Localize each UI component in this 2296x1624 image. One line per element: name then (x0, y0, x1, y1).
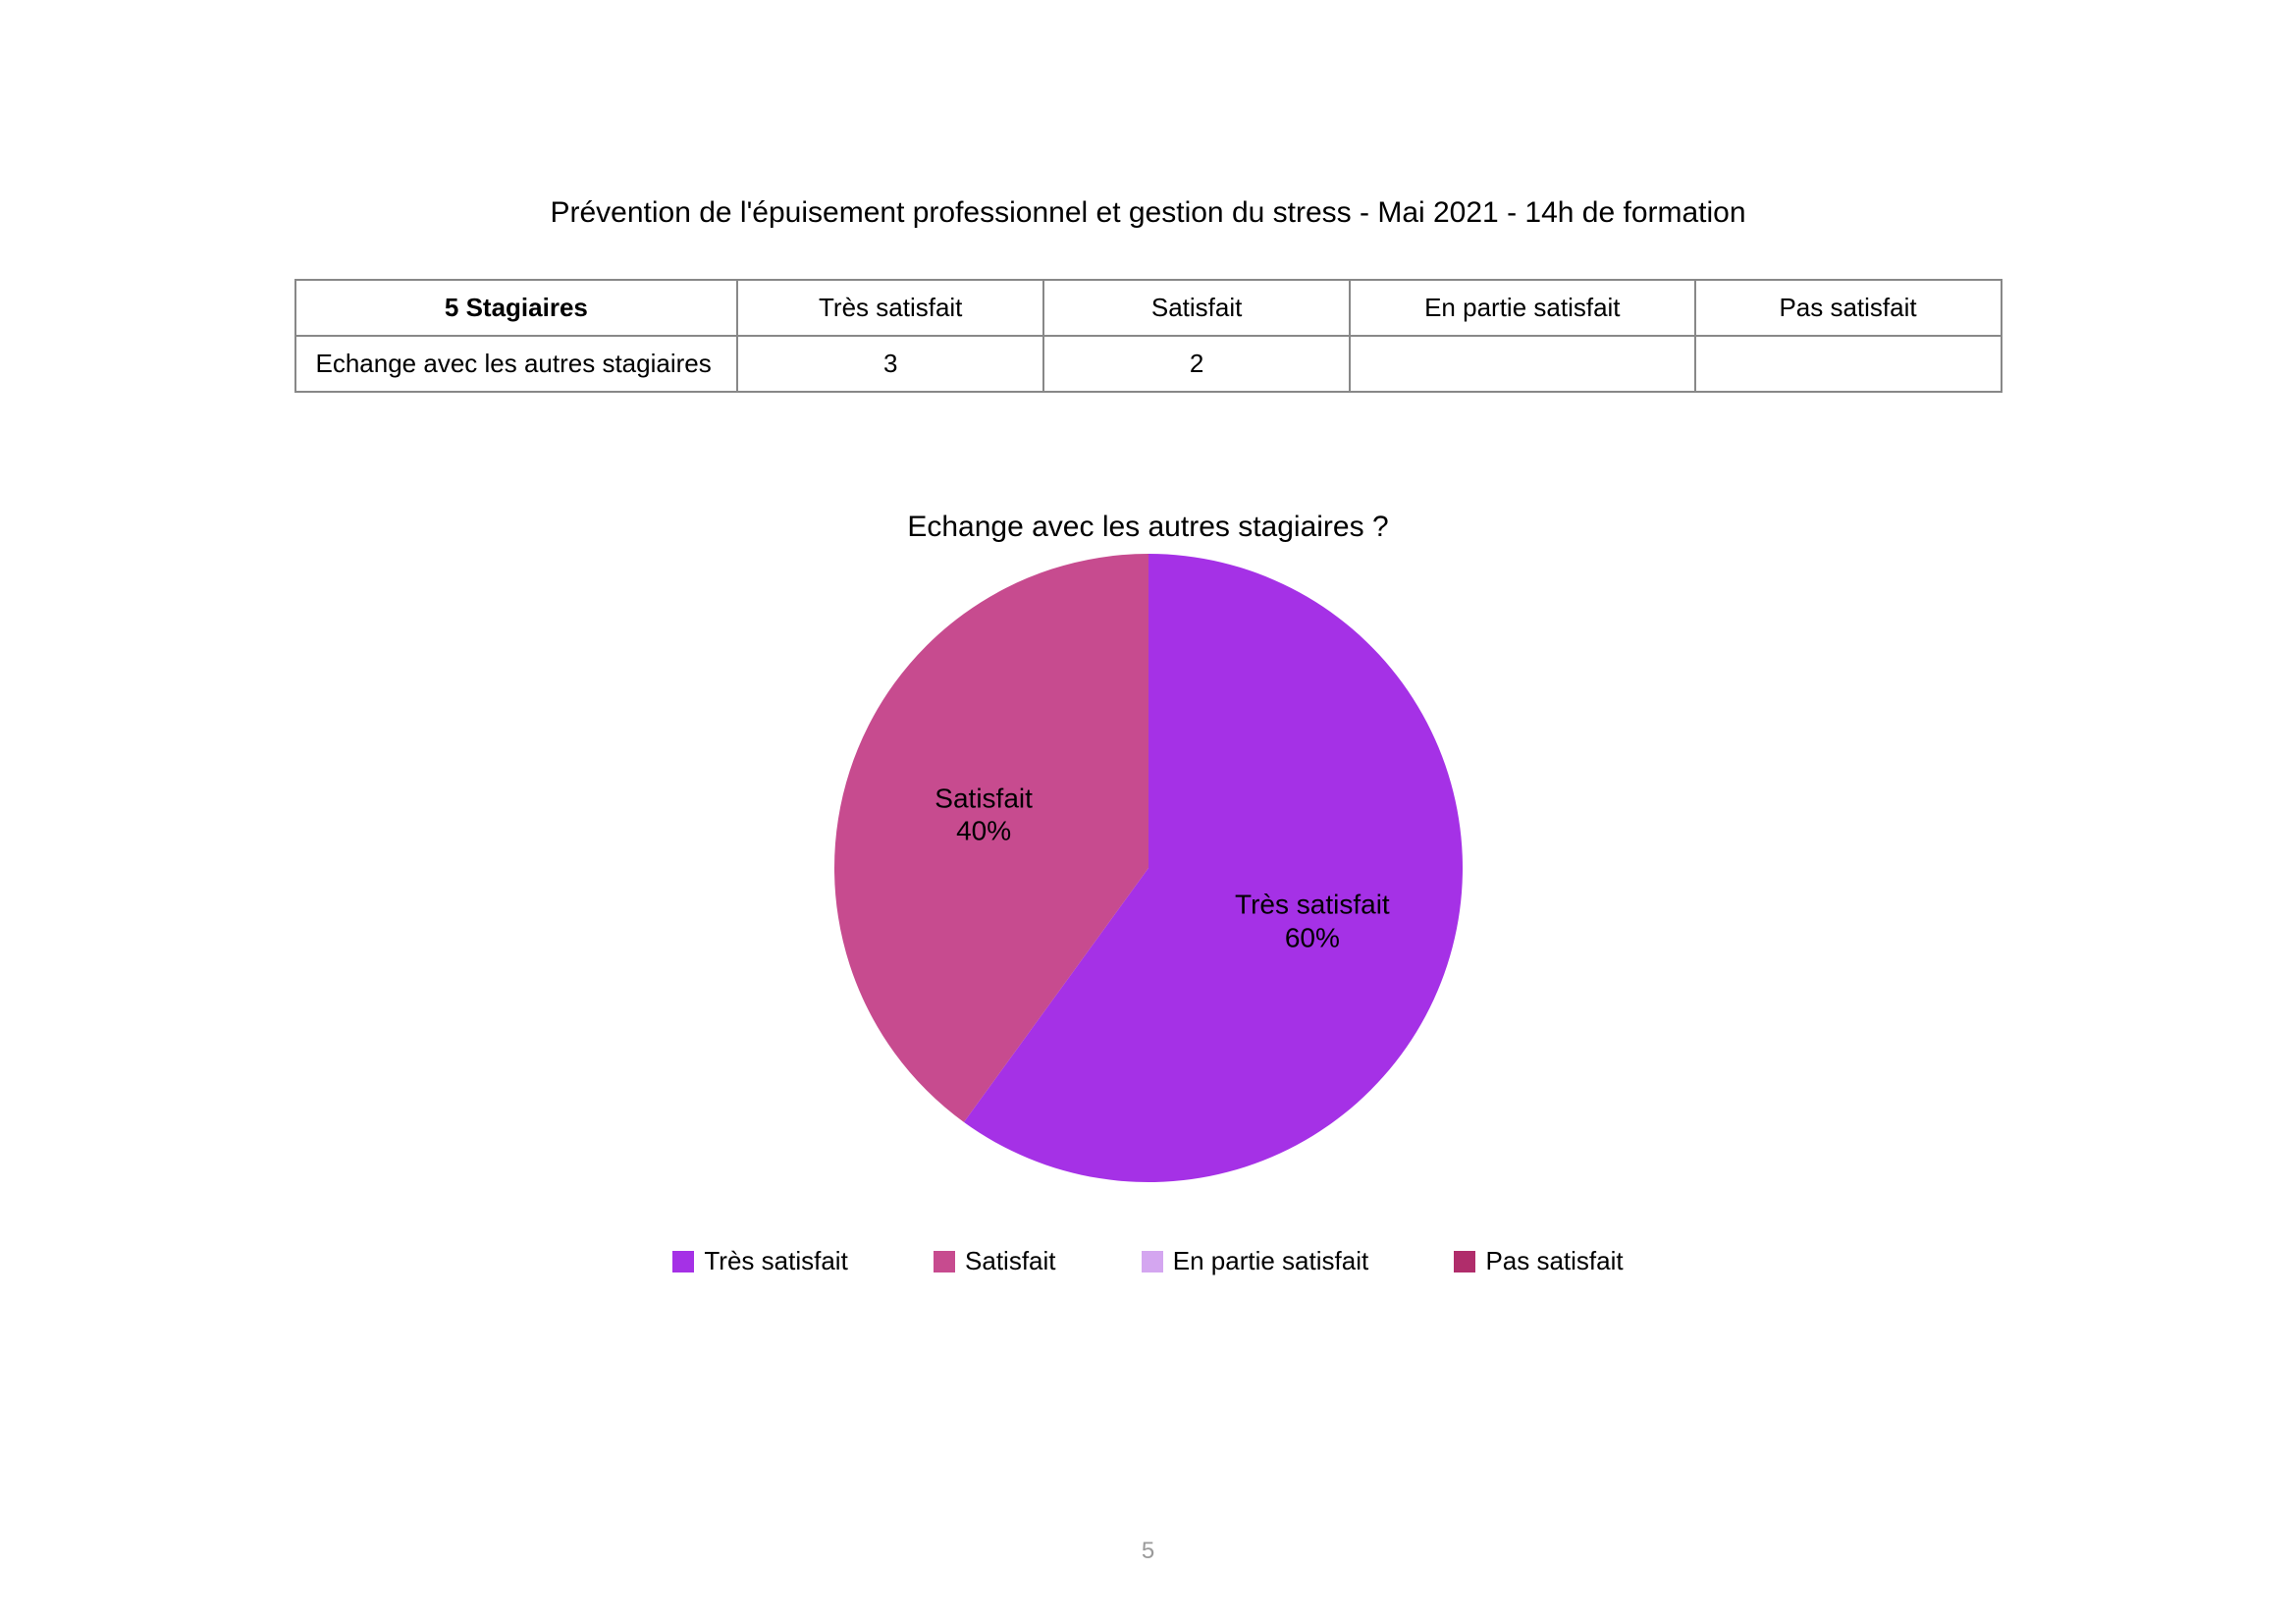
table-cell-3 (1695, 336, 2002, 392)
table-row-label: Echange avec les autres stagiaires (295, 336, 738, 392)
chart-title: Echange avec les autres stagiaires ? (0, 511, 2296, 544)
legend-label-2: En partie satisfait (1173, 1246, 1368, 1276)
pie-svg (834, 554, 1463, 1182)
table-col-3: Pas satisfait (1695, 280, 2002, 336)
legend-label-0: Très satisfait (704, 1246, 847, 1276)
satisfaction-table: 5 Stagiaires Très satisfait Satisfait En… (294, 279, 2002, 393)
legend-item-1: Satisfait (934, 1246, 1056, 1276)
page-title: Prévention de l'épuisement professionnel… (0, 196, 2296, 230)
legend-swatch-3 (1454, 1251, 1475, 1272)
legend-item-2: En partie satisfait (1142, 1246, 1368, 1276)
table-cell-1: 2 (1043, 336, 1350, 392)
legend-swatch-1 (934, 1251, 955, 1272)
table-header-label: 5 Stagiaires (295, 280, 738, 336)
table-cell-2 (1350, 336, 1694, 392)
pie-chart: Très satisfait60% Satisfait40% (834, 554, 1463, 1182)
page-number: 5 (0, 1538, 2296, 1565)
legend-item-3: Pas satisfait (1454, 1246, 1623, 1276)
table-header-row: 5 Stagiaires Très satisfait Satisfait En… (295, 280, 2002, 336)
pie-slice-label-1: Satisfait40% (934, 782, 1033, 847)
legend-swatch-0 (672, 1251, 694, 1272)
table-col-0: Très satisfait (737, 280, 1043, 336)
legend-swatch-2 (1142, 1251, 1163, 1272)
legend-item-0: Très satisfait (672, 1246, 847, 1276)
chart-legend: Très satisfait Satisfait En partie satis… (0, 1246, 2296, 1279)
table-row: Echange avec les autres stagiaires 3 2 (295, 336, 2002, 392)
legend-label-1: Satisfait (965, 1246, 1056, 1276)
table-cell-0: 3 (737, 336, 1043, 392)
pie-slice-label-0: Très satisfait60% (1235, 889, 1390, 954)
table-col-1: Satisfait (1043, 280, 1350, 336)
pie-chart-section: Echange avec les autres stagiaires ? Trè… (0, 511, 2296, 1279)
table-col-2: En partie satisfait (1350, 280, 1694, 336)
report-page: Prévention de l'épuisement professionnel… (0, 0, 2296, 1624)
legend-label-3: Pas satisfait (1485, 1246, 1623, 1276)
